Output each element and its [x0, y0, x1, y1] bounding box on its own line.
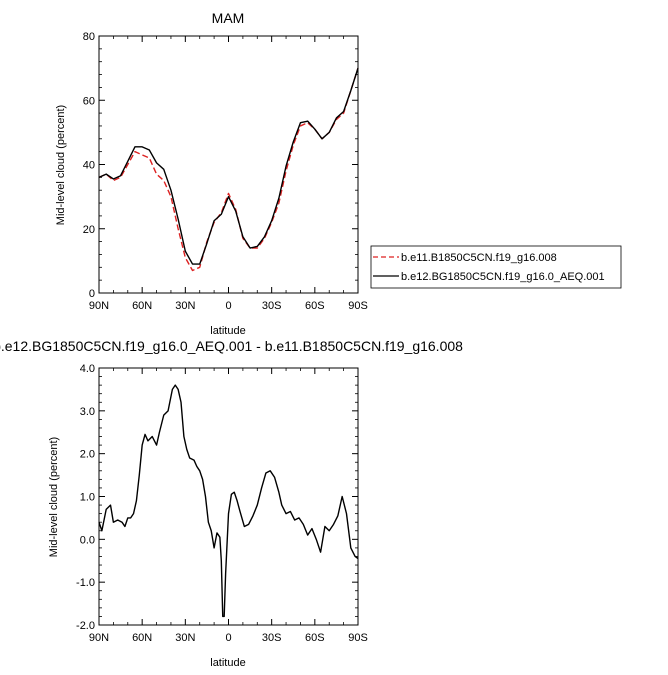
x-tick-label: 90N	[89, 300, 109, 312]
top-chart-axes: 90N 60N 30N 0 30S 60S 90S 0 20 40 60 80	[83, 31, 368, 312]
series-line-2	[98, 67, 359, 265]
legend-entry-1: b.e11.B1850C5CN.f19_g16.008	[401, 252, 557, 264]
y-tick-label: 0	[89, 288, 95, 300]
series-line-1	[98, 384, 359, 618]
bottom-chart-series	[98, 384, 359, 618]
y-tick-label: 2.0	[80, 449, 95, 461]
top-chart-x-axis-label: latitude	[210, 325, 245, 337]
bottom-chart-axes: 90N 60N 30N 0 30S 60S 90S -2.0 -1.0 0.0 1.0 2.0 3.0 4…	[76, 363, 368, 644]
x-tick-label: 30N	[175, 300, 195, 312]
x-tick-label: 30S	[262, 300, 282, 312]
x-tick-label: 30N	[175, 632, 195, 644]
y-tick-label: -1.0	[76, 577, 95, 589]
x-tick-label: 90S	[348, 300, 368, 312]
y-tick-label: 3.0	[80, 406, 95, 418]
x-tick-label: 0	[225, 632, 231, 644]
top-chart-plot-frame	[98, 35, 359, 294]
bottom-chart-y-axis-label: Mid-level cloud (percent)	[48, 437, 60, 557]
x-tick-label: 90N	[89, 632, 109, 644]
x-tick-label: 30S	[262, 632, 282, 644]
top-chart: MAM Mid-level cloud (percent) latitude 9…	[55, 10, 622, 337]
y-tick-label: 60	[83, 95, 95, 107]
bottom-chart-x-axis-label: latitude	[210, 657, 245, 669]
x-tick-label: 0	[225, 300, 231, 312]
y-tick-label: 40	[83, 160, 95, 172]
top-chart-legend: b.e11.B1850C5CN.f19_g16.008 b.e12.BG1850…	[370, 245, 622, 289]
x-tick-label: 60N	[132, 300, 152, 312]
series-line-1	[98, 67, 359, 272]
y-tick-label: 4.0	[80, 363, 95, 375]
bottom-chart-plot-frame	[98, 367, 359, 626]
top-chart-title: MAM	[212, 10, 245, 26]
y-tick-label: 80	[83, 31, 95, 43]
legend-entry-2: b.e12.BG1850C5CN.f19_g16.0_AEQ.001	[401, 271, 605, 283]
y-tick-label: 1.0	[80, 492, 95, 504]
top-chart-y-axis-label: Mid-level cloud (percent)	[55, 105, 67, 225]
bottom-chart-title: b.e12.BG1850C5CN.f19_g16.0_AEQ.001 - b.e…	[0, 338, 463, 354]
y-tick-label: -2.0	[76, 620, 95, 632]
legend-box	[370, 245, 622, 289]
top-chart-series	[98, 67, 359, 272]
y-tick-label: 20	[83, 224, 95, 236]
bottom-chart: b.e12.BG1850C5CN.f19_g16.0_AEQ.001 - b.e…	[0, 338, 463, 669]
y-tick-label: 0.0	[80, 534, 95, 546]
x-tick-label: 60N	[132, 632, 152, 644]
x-tick-label: 60S	[305, 300, 325, 312]
x-tick-label: 90S	[348, 632, 368, 644]
x-tick-label: 60S	[305, 632, 325, 644]
